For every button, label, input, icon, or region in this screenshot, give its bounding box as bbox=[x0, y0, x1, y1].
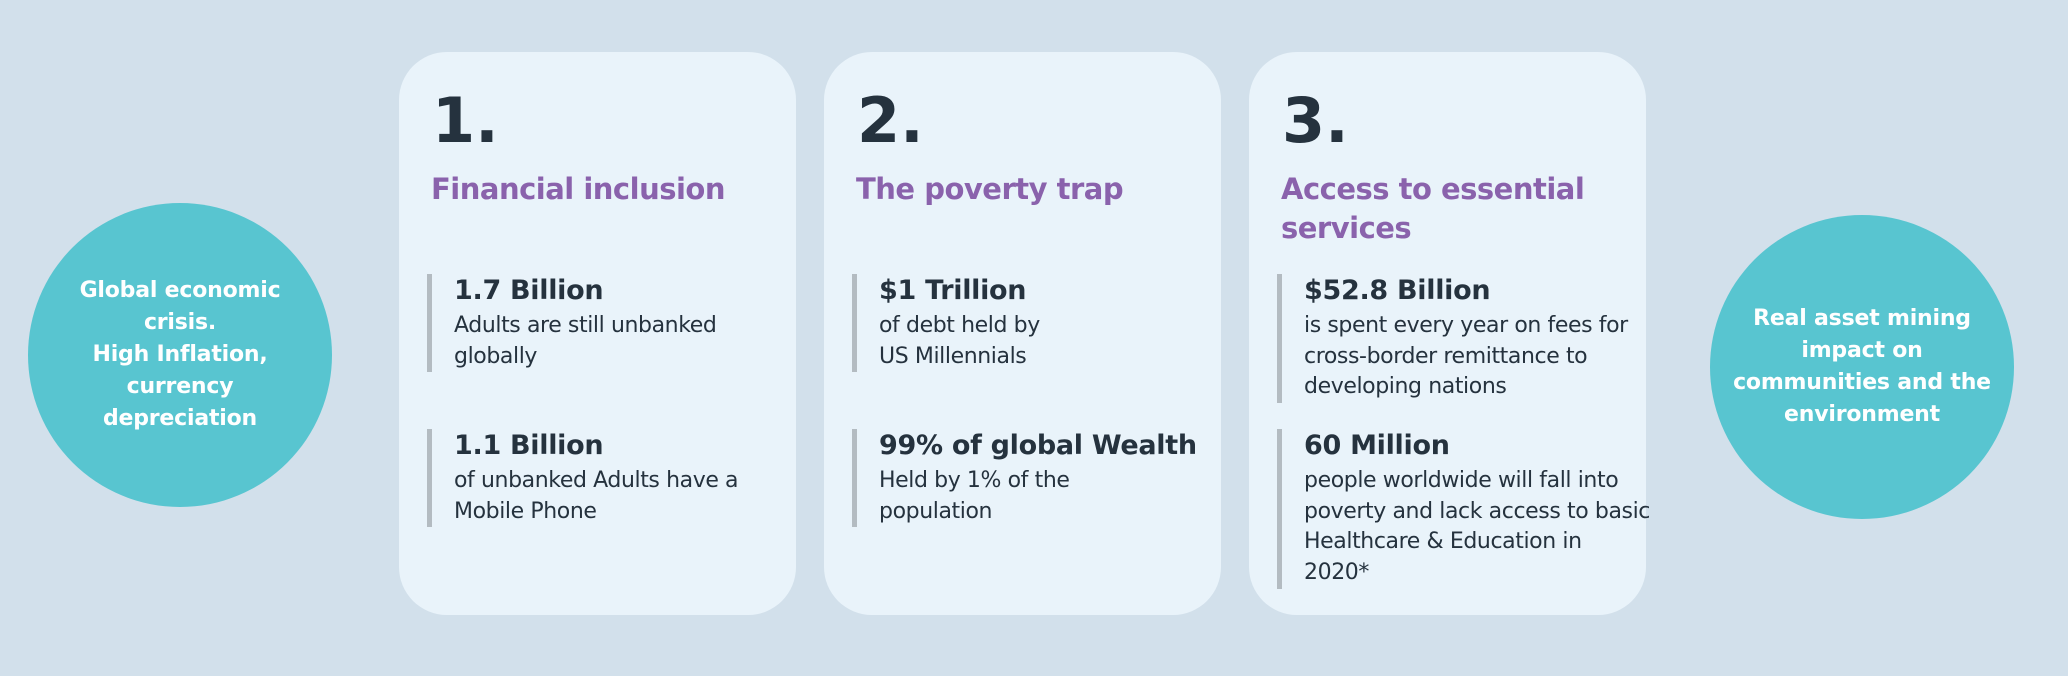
card-2-title: The poverty trap bbox=[856, 172, 1124, 206]
stat-description: people worldwide will fall into poverty … bbox=[1304, 467, 1650, 586]
card-poverty-trap: 2. The poverty trap $1 Trillion of debt … bbox=[824, 52, 1221, 615]
stat-poverty-healthcare: 60 Million people worldwide will fall in… bbox=[1277, 429, 1652, 589]
card-1-number: 1. bbox=[432, 84, 499, 157]
stat-value: 60 Million bbox=[1304, 430, 1450, 461]
stat-millennial-debt: $1 Trillion of debt held by US Millennia… bbox=[852, 274, 1227, 373]
right-circle-mining-impact: Real asset mining impact on communities … bbox=[1710, 215, 2014, 519]
stat-global-wealth: 99% of global Wealth Held by 1% of the p… bbox=[852, 429, 1227, 528]
left-circle-text: Global economic crisis. High Inflation, … bbox=[79, 278, 281, 431]
stat-value: 1.7 Billion bbox=[454, 275, 604, 306]
stat-remittance-fees: $52.8 Billion is spent every year on fee… bbox=[1277, 274, 1652, 404]
stat-description: is spent every year on fees for cross-bo… bbox=[1304, 312, 1628, 400]
card-access-essential-services: 3. Access to essential services $52.8 Bi… bbox=[1249, 52, 1650, 615]
card-2-number: 2. bbox=[857, 84, 924, 157]
stat-value: $1 Trillion bbox=[879, 275, 1027, 306]
stat-value: 1.1 Billion bbox=[454, 430, 604, 461]
stat-description: of debt held by US Millennials bbox=[879, 312, 1040, 369]
card-3-number: 3. bbox=[1282, 84, 1349, 157]
card-1-title: Financial inclusion bbox=[431, 172, 725, 206]
right-circle-text: Real asset mining impact on communities … bbox=[1733, 306, 1991, 427]
stat-value: 99% of global Wealth bbox=[879, 430, 1197, 461]
stat-description: Held by 1% of the population bbox=[879, 467, 1070, 524]
stat-unbanked-adults: 1.7 Billion Adults are still unbanked gl… bbox=[427, 274, 802, 373]
card-financial-inclusion: 1. Financial inclusion 1.7 Billion Adult… bbox=[399, 52, 796, 615]
stat-value: $52.8 Billion bbox=[1304, 275, 1491, 306]
card-3-title: Access to essential services bbox=[1281, 172, 1585, 246]
stat-description: Adults are still unbanked globally bbox=[454, 312, 717, 369]
stat-description: of unbanked Adults have a Mobile Phone bbox=[454, 467, 739, 524]
left-circle-global-crisis: Global economic crisis. High Inflation, … bbox=[28, 203, 332, 507]
stat-unbanked-mobile-phone: 1.1 Billion of unbanked Adults have a Mo… bbox=[427, 429, 802, 528]
